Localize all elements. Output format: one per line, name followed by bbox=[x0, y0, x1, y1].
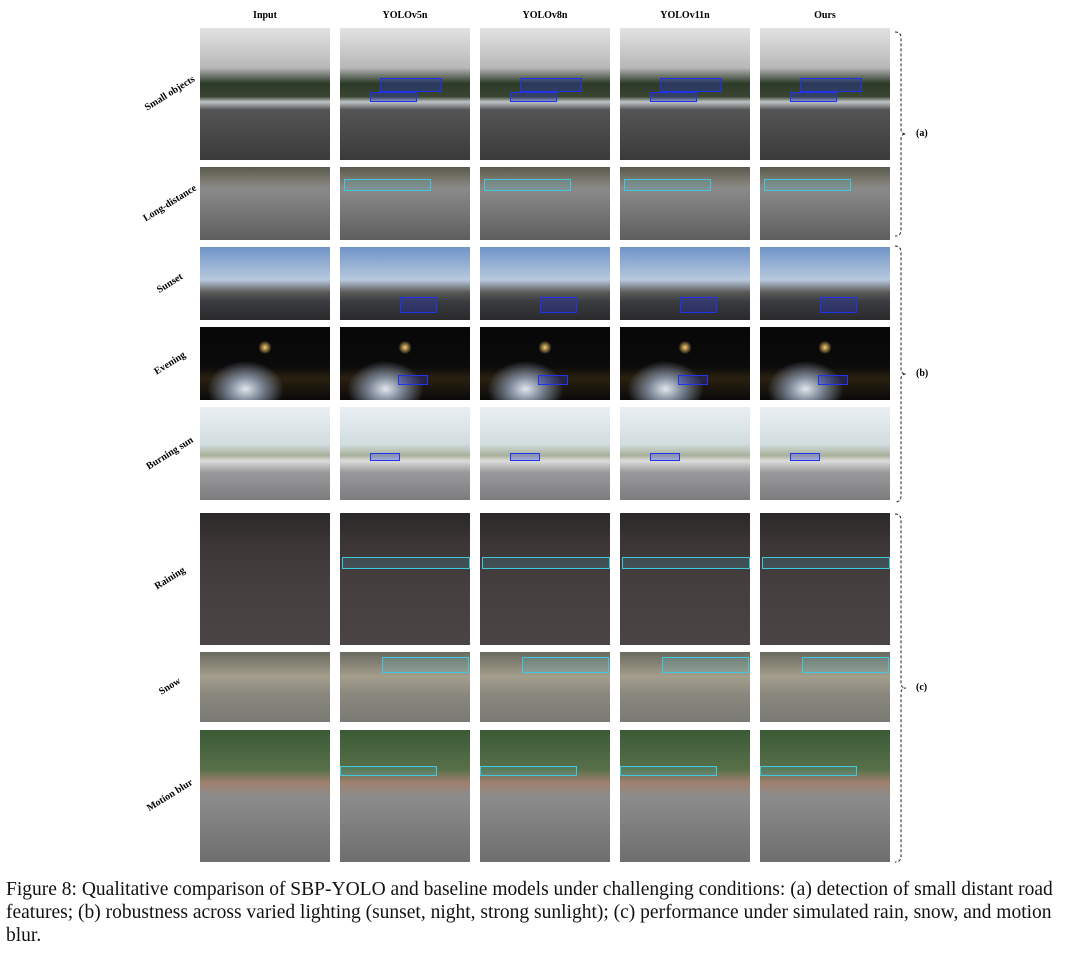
detection-box bbox=[660, 78, 722, 92]
image-tile bbox=[340, 652, 470, 722]
image-tile bbox=[480, 407, 610, 500]
detection-box bbox=[800, 78, 862, 92]
column-header: Ours bbox=[814, 10, 836, 21]
column-header: YOLOv11n bbox=[660, 10, 710, 21]
image-tile bbox=[620, 247, 750, 320]
column-header: Input bbox=[253, 10, 277, 21]
image-tile bbox=[200, 407, 330, 500]
detection-box bbox=[820, 297, 857, 313]
detection-box bbox=[510, 92, 557, 102]
detection-box bbox=[678, 375, 708, 385]
image-tile bbox=[200, 652, 330, 722]
image-tile bbox=[620, 513, 750, 645]
detection-box bbox=[482, 557, 610, 569]
figure-caption: Figure 8: Qualitative comparison of SBP-… bbox=[6, 879, 1053, 946]
image-tile bbox=[620, 167, 750, 240]
detection-box bbox=[790, 92, 837, 102]
detection-box bbox=[398, 375, 428, 385]
image-tile bbox=[340, 730, 470, 862]
image-tile bbox=[760, 407, 890, 500]
detection-box bbox=[380, 78, 442, 92]
image-tile bbox=[620, 327, 750, 400]
detection-box bbox=[538, 375, 568, 385]
image-tile bbox=[620, 407, 750, 500]
image-tile bbox=[340, 167, 470, 240]
detection-box bbox=[344, 179, 431, 191]
detection-box bbox=[802, 657, 889, 673]
image-tile bbox=[760, 730, 890, 862]
image-tile bbox=[200, 28, 330, 160]
image-tile bbox=[760, 327, 890, 400]
group-label: (a) bbox=[916, 128, 928, 139]
brace bbox=[894, 513, 907, 863]
detection-box bbox=[400, 297, 437, 313]
image-tile bbox=[200, 247, 330, 320]
detection-box bbox=[662, 657, 749, 673]
image-tile bbox=[760, 247, 890, 320]
detection-box bbox=[484, 179, 571, 191]
detection-box bbox=[818, 375, 848, 385]
image-tile bbox=[760, 167, 890, 240]
image-tile bbox=[340, 247, 470, 320]
image-tile bbox=[480, 167, 610, 240]
image-tile bbox=[620, 652, 750, 722]
detection-box bbox=[342, 557, 470, 569]
brace bbox=[894, 31, 907, 237]
detection-box bbox=[760, 766, 857, 776]
image-tile bbox=[480, 730, 610, 862]
detection-box bbox=[622, 557, 750, 569]
detection-box bbox=[520, 78, 582, 92]
detection-box bbox=[624, 179, 711, 191]
image-tile bbox=[480, 327, 610, 400]
column-header: YOLOv8n bbox=[522, 10, 568, 21]
image-tile bbox=[480, 652, 610, 722]
detection-box bbox=[620, 766, 717, 776]
image-tile bbox=[200, 730, 330, 862]
detection-box bbox=[790, 453, 820, 461]
group-label: (b) bbox=[916, 368, 929, 379]
image-tile bbox=[340, 28, 470, 160]
detection-box bbox=[370, 453, 400, 461]
detection-box bbox=[370, 92, 417, 102]
image-tile bbox=[200, 167, 330, 240]
image-tile bbox=[760, 28, 890, 160]
image-tile bbox=[760, 652, 890, 722]
image-tile bbox=[340, 327, 470, 400]
image-tile bbox=[480, 247, 610, 320]
image-tile bbox=[480, 513, 610, 645]
detection-box bbox=[510, 453, 540, 461]
group-braces bbox=[894, 31, 907, 863]
detection-box bbox=[522, 657, 609, 673]
detection-box bbox=[382, 657, 469, 673]
image-tile bbox=[200, 513, 330, 645]
detection-box bbox=[680, 297, 717, 313]
detection-box bbox=[480, 766, 577, 776]
detection-box bbox=[540, 297, 577, 313]
detection-box bbox=[340, 766, 437, 776]
detection-box bbox=[762, 557, 890, 569]
image-tile bbox=[760, 513, 890, 645]
image-tile bbox=[620, 730, 750, 862]
detection-box bbox=[764, 179, 851, 191]
brace bbox=[894, 245, 907, 503]
image-tile bbox=[620, 28, 750, 160]
column-header: YOLOv5n bbox=[382, 10, 428, 21]
detection-box bbox=[650, 453, 680, 461]
image-tile bbox=[340, 407, 470, 500]
group-label: (c) bbox=[916, 682, 928, 693]
image-tile bbox=[200, 327, 330, 400]
detection-box bbox=[650, 92, 697, 102]
image-tile bbox=[340, 513, 470, 645]
image-tile bbox=[480, 28, 610, 160]
